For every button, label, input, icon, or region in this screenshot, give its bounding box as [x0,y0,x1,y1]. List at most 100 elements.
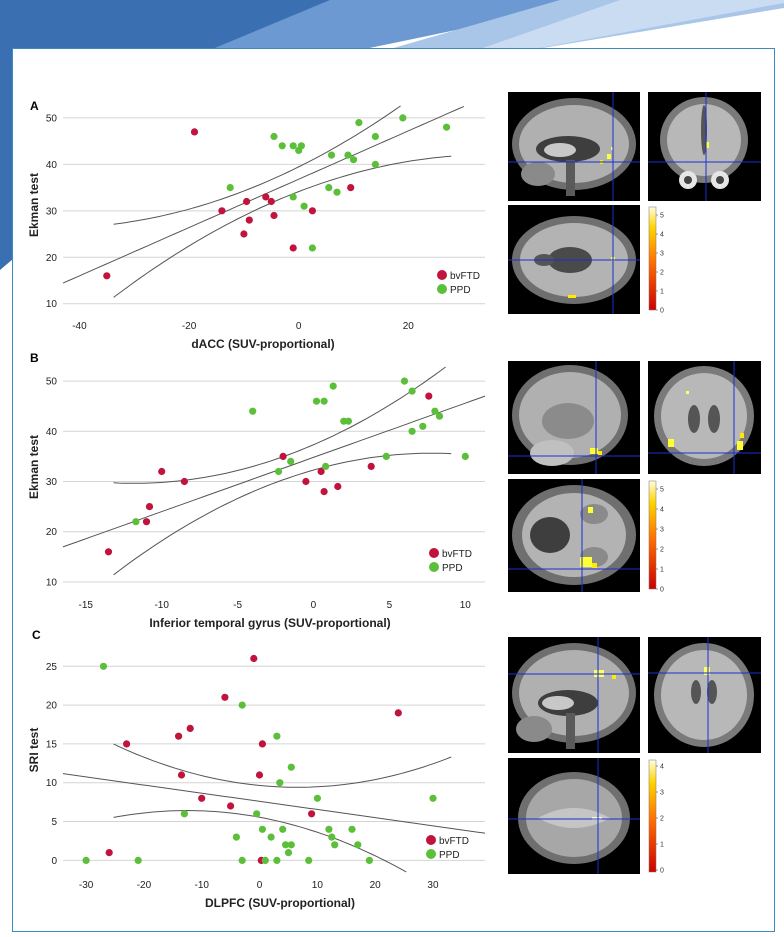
chart-c-xtick-label: -30 [79,880,94,891]
chart-c-point-ppd [253,810,261,818]
chart-a-point-ppd [325,184,333,192]
chart-c-point-bvftd [227,802,235,810]
chart-c-xtick-label: -10 [195,880,210,891]
chart-a-point-ppd [300,202,308,210]
chart-b-point-bvftd [104,548,113,556]
chart-b-xlabel: Inferior temporal gyrus (SUV-proportiona… [149,616,390,630]
chart-c-point-ppd [134,856,142,865]
chart-b-ytick-label: 10 [46,577,58,588]
chart-c-point-ppd [282,841,290,849]
chart-b-point-bvftd [302,477,310,486]
chart-b-xtick-label: -15 [79,600,94,611]
chart-b-point-bvftd [320,488,328,496]
chart-a-point-bvftd [240,230,248,238]
chart-c-point-ppd [238,701,246,709]
chart-b-point-ppd [320,397,328,405]
chart-a-point-ppd [344,151,352,159]
chart-b-point-bvftd [425,392,433,400]
chart-b-point-bvftd [142,518,151,526]
chart-b-points [104,377,469,556]
chart-c-point-bvftd [123,740,131,748]
colorbar-tick-label: 1 [660,567,664,574]
chart-a-tick-labels: 10 20 30 40 50 -40 -20 0 20 [46,113,414,332]
chart-a-point-ppd [443,123,451,131]
colorbar-tick-label: 5 [660,487,664,494]
chart-a-point-bvftd [270,211,278,220]
chart-c-xtick-label: 0 [257,880,263,891]
chart-c-point-bvftd [250,654,258,663]
colorbar-tick-label: 3 [660,790,664,797]
colorbar-tick-label: 0 [660,868,664,875]
chart-b-ytick-label: 40 [46,427,58,438]
chart-b-lower-ci-line [113,452,452,576]
chart-b-legend-marker-bvftd [429,548,439,558]
chart-b-point-ppd [419,422,427,430]
chart-a-point-ppd [371,132,379,141]
brain-a-axial [508,205,640,314]
panel-letter-a: A [30,99,39,113]
chart-a-point-bvftd [218,207,226,215]
chart-a-point-ppd [371,160,379,168]
chart-b-legend-marker-ppd [429,562,439,572]
chart-b-point-ppd [400,377,409,385]
panel-letter-c: C [32,628,41,642]
chart-a-point-ppd [289,142,297,150]
chart-c-xtick-label: 10 [312,880,324,891]
chart-c-xtick-label: 30 [427,880,439,891]
chart-b-point-ppd [329,382,337,390]
chart-b-point-ppd [461,452,469,460]
colorbar-tick-label: 3 [660,251,664,258]
chart-c-point-ppd [287,841,295,849]
chart-c-point-ppd [328,833,336,841]
chart-b-tick-labels: 10 20 30 40 50 -15 -10 -5 0 5 10 [46,377,471,611]
chart-b-point-ppd [344,417,352,425]
chart-b-ytick-label: 50 [46,377,58,388]
chart-b-point-bvftd [145,503,154,511]
chart-c-point-ppd [261,856,269,865]
colorbar-tick-label: 2 [660,270,664,277]
chart-b-ytick-label: 30 [46,477,58,488]
chart-b-ylabel: Ekman test [27,435,41,499]
chart-c-point-bvftd [258,740,266,748]
chart-c-point-bvftd [105,849,113,857]
chart-b-point-ppd [132,518,140,526]
chart-c-upper-ci-line [113,743,452,788]
chart-c-point-ppd [273,856,281,865]
chart-b-xtick-label: 10 [460,600,472,611]
chart-c-gridlines [63,665,485,861]
chart-a-point-ppd [297,142,305,150]
chart-c-fit-lines [62,743,486,873]
brain-b-coronal [648,361,761,474]
chart-a-legend-bvftd: bvFTD [450,271,480,282]
brain-c-colorbar: 4 3 2 1 0 [648,759,664,875]
chart-c-point-ppd [305,856,313,865]
chart-a-point-ppd [226,184,234,192]
chart-c-ytick-label: 15 [46,739,58,750]
chart-b-point-ppd [408,427,416,435]
chart-c-point-ppd [429,794,437,802]
chart-c-point-ppd [238,856,246,865]
chart-a-point-bvftd [243,197,251,206]
chart-a-point-ppd [278,142,286,150]
chart-c-ytick-label: 10 [46,778,58,789]
chart-c-point-ppd [354,841,362,849]
chart-a-point-bvftd [103,272,111,280]
chart-c-ytick-label: 5 [51,817,57,828]
chart-c-tick-labels: 0 5 10 15 20 25 -30 -20 -10 0 10 20 30 [46,662,439,891]
chart-b-xtick-label: -5 [233,600,242,611]
chart-b-point-bvftd [317,467,325,476]
chart-a-ylabel: Ekman test [27,173,41,237]
colorbar-tick-label: 4 [660,764,664,771]
chart-c-point-bvftd [186,724,194,733]
brain-c-axial [508,758,640,874]
chart-c-legend-marker-ppd [426,849,436,859]
chart-a-points [103,114,451,280]
chart-a-point-bvftd [262,193,270,201]
chart-b-point-ppd [312,397,321,405]
chart-c-point-ppd [82,856,90,865]
chart-b-point-ppd [287,457,295,465]
chart-a-xtick-label: -40 [72,321,87,332]
chart-a-point-ppd [333,188,341,196]
colorbar-tick-label: 5 [660,213,664,220]
